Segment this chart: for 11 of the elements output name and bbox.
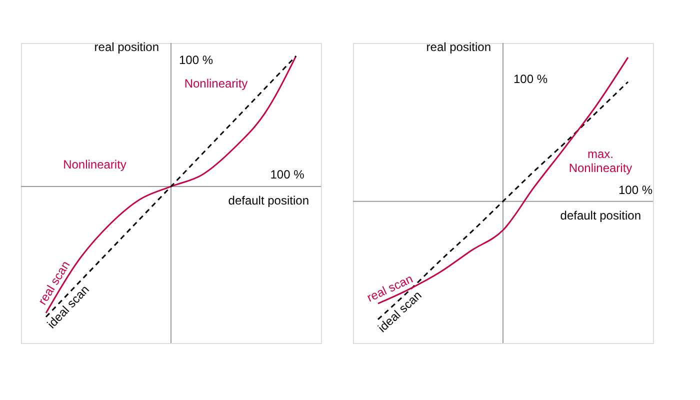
annotation: 100 % — [270, 168, 305, 182]
annotation: max. Nonlinearity — [568, 146, 632, 175]
annotation: Nonlinearity — [63, 157, 126, 172]
annotation: 100 % — [178, 52, 214, 67]
annotation: Nonlinearity — [184, 76, 248, 90]
annotation: 100 % — [513, 72, 548, 86]
annotation: 100 % — [618, 182, 653, 197]
x-axis-title: default position — [228, 193, 309, 208]
y-axis-title: real position — [426, 40, 491, 54]
x-axis-title: default position — [560, 208, 641, 222]
y-axis-title: real position — [94, 40, 159, 54]
